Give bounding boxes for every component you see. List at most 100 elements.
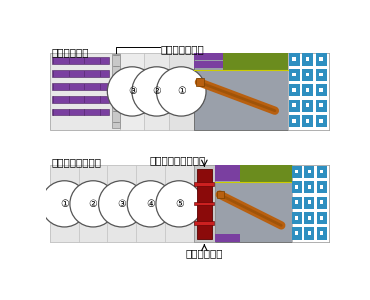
Bar bbox=[307, 169, 311, 173]
Bar bbox=[316, 84, 327, 96]
Bar bbox=[165, 165, 194, 242]
Bar bbox=[317, 181, 327, 194]
Bar bbox=[194, 182, 215, 186]
Bar bbox=[305, 227, 314, 240]
Circle shape bbox=[107, 67, 157, 116]
Bar bbox=[317, 196, 327, 209]
Text: 推進工法仕様: 推進工法仕様 bbox=[52, 47, 89, 57]
Bar bbox=[136, 165, 165, 242]
Bar bbox=[307, 231, 311, 235]
Bar bbox=[112, 55, 120, 128]
Bar bbox=[289, 53, 329, 130]
Bar bbox=[196, 169, 212, 238]
Bar bbox=[319, 119, 323, 123]
Bar bbox=[292, 57, 296, 61]
Bar bbox=[307, 185, 311, 189]
Text: 元押しジャッキ: 元押しジャッキ bbox=[161, 44, 205, 54]
Bar bbox=[305, 212, 314, 224]
Bar bbox=[50, 165, 194, 242]
Bar bbox=[144, 53, 169, 130]
Bar bbox=[317, 166, 327, 178]
Bar bbox=[194, 165, 215, 242]
Bar bbox=[307, 200, 311, 204]
Bar bbox=[215, 173, 240, 181]
Bar bbox=[319, 103, 323, 107]
Bar bbox=[305, 181, 314, 194]
Bar bbox=[289, 69, 300, 81]
Bar bbox=[319, 57, 323, 61]
Bar bbox=[292, 88, 296, 92]
Bar bbox=[319, 88, 323, 92]
Circle shape bbox=[98, 181, 145, 227]
Bar bbox=[295, 231, 298, 235]
Bar bbox=[306, 103, 309, 107]
Bar bbox=[320, 185, 323, 189]
Bar bbox=[215, 234, 240, 242]
Bar bbox=[289, 115, 300, 127]
Bar bbox=[292, 166, 302, 178]
Bar bbox=[194, 61, 223, 68]
Bar bbox=[217, 191, 225, 199]
Bar bbox=[120, 53, 194, 130]
Bar bbox=[316, 115, 327, 127]
Bar bbox=[305, 166, 314, 178]
Circle shape bbox=[132, 67, 182, 116]
Bar bbox=[317, 227, 327, 240]
Bar bbox=[215, 165, 329, 242]
Bar bbox=[295, 200, 298, 204]
Bar bbox=[316, 53, 327, 66]
Bar bbox=[295, 169, 298, 173]
Text: セグメント組立装置: セグメント組立装置 bbox=[150, 155, 206, 165]
Bar bbox=[307, 216, 311, 220]
Circle shape bbox=[70, 181, 117, 227]
Bar bbox=[306, 119, 309, 123]
Bar bbox=[196, 78, 204, 86]
Bar bbox=[295, 216, 298, 220]
Text: ⑤: ⑤ bbox=[175, 199, 184, 209]
Bar bbox=[292, 181, 302, 194]
Bar bbox=[292, 73, 296, 76]
Bar bbox=[240, 165, 295, 182]
Bar bbox=[107, 165, 136, 242]
Circle shape bbox=[157, 67, 206, 116]
Bar bbox=[52, 70, 109, 77]
Bar bbox=[316, 100, 327, 112]
Bar bbox=[194, 53, 329, 130]
Bar bbox=[120, 53, 144, 130]
Bar bbox=[292, 196, 302, 209]
Bar bbox=[319, 73, 323, 76]
Text: ②: ② bbox=[152, 86, 161, 96]
Circle shape bbox=[127, 181, 174, 227]
Bar bbox=[289, 53, 300, 66]
Bar bbox=[320, 216, 323, 220]
Bar bbox=[320, 231, 323, 235]
Bar bbox=[52, 57, 109, 64]
Bar bbox=[169, 53, 194, 130]
Bar bbox=[50, 53, 120, 130]
Circle shape bbox=[156, 181, 202, 227]
Bar bbox=[302, 100, 313, 112]
Bar bbox=[317, 212, 327, 224]
Bar bbox=[316, 69, 327, 81]
Bar bbox=[52, 83, 109, 90]
Bar bbox=[50, 165, 79, 242]
Circle shape bbox=[41, 181, 88, 227]
Bar bbox=[292, 103, 296, 107]
Bar bbox=[292, 165, 329, 242]
Bar bbox=[302, 53, 313, 66]
Text: シールド工法仕様: シールド工法仕様 bbox=[52, 157, 102, 167]
Bar bbox=[292, 227, 302, 240]
Text: ③: ③ bbox=[128, 86, 137, 96]
Text: 推進ジャッキ: 推進ジャッキ bbox=[186, 248, 223, 259]
Bar bbox=[215, 165, 240, 173]
Bar bbox=[306, 73, 309, 76]
Text: ②: ② bbox=[89, 199, 98, 209]
Bar bbox=[79, 165, 107, 242]
Bar bbox=[306, 57, 309, 61]
Text: ③: ③ bbox=[117, 199, 126, 209]
Bar bbox=[320, 200, 323, 204]
Text: ①: ① bbox=[177, 86, 186, 96]
Bar bbox=[194, 202, 215, 206]
Bar bbox=[305, 196, 314, 209]
Bar bbox=[223, 53, 289, 70]
